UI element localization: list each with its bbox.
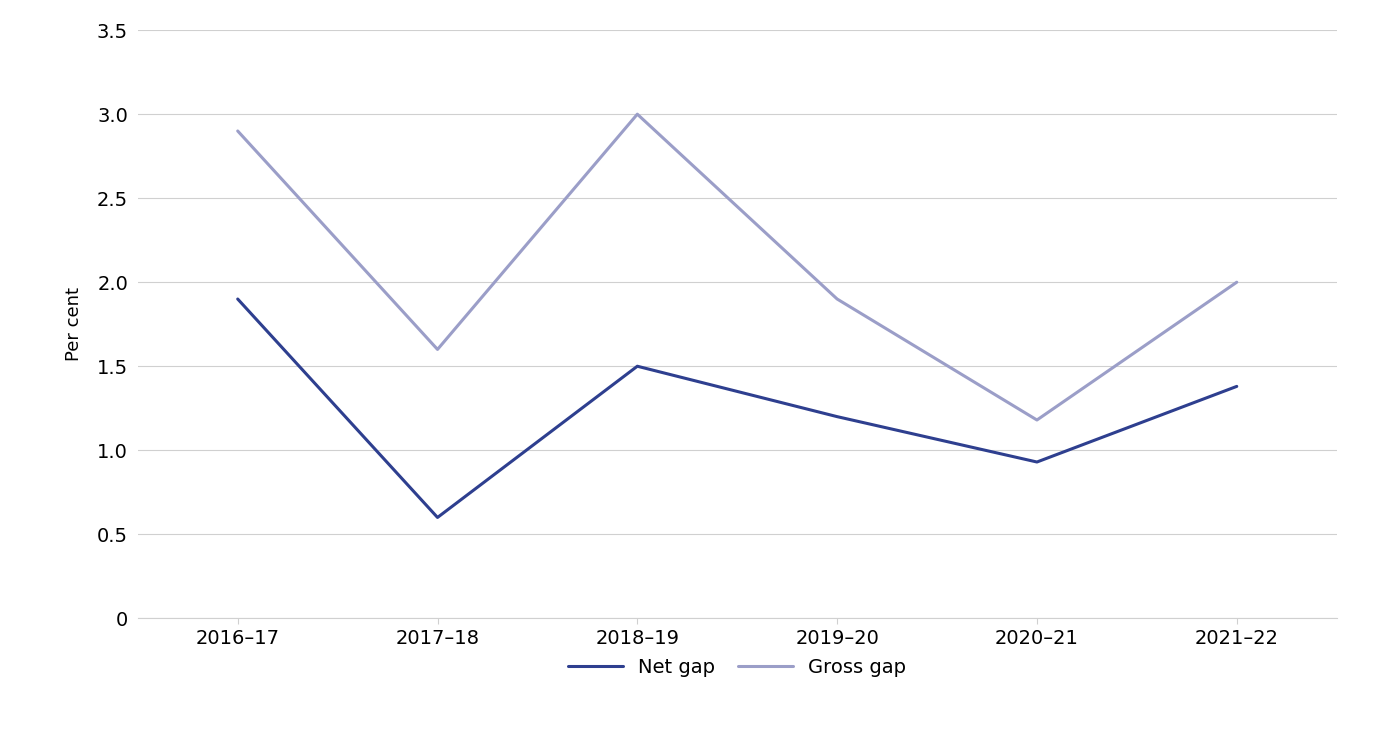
Net gap	[1028, 458, 1045, 467]
Gross gap	[430, 345, 446, 354]
Net gap	[628, 362, 645, 371]
Gross gap	[1028, 415, 1045, 425]
Gross gap	[628, 109, 645, 118]
Net gap	[229, 295, 245, 304]
Y-axis label: Per cent: Per cent	[65, 287, 83, 361]
Net gap	[1229, 382, 1246, 391]
Line: Gross gap: Gross gap	[237, 114, 1237, 420]
Line: Net gap: Net gap	[237, 299, 1237, 517]
Legend: Net gap, Gross gap: Net gap, Gross gap	[561, 651, 914, 685]
Net gap	[830, 412, 846, 421]
Gross gap	[830, 295, 846, 304]
Gross gap	[229, 127, 245, 136]
Gross gap	[1229, 277, 1246, 287]
Net gap	[430, 513, 446, 522]
